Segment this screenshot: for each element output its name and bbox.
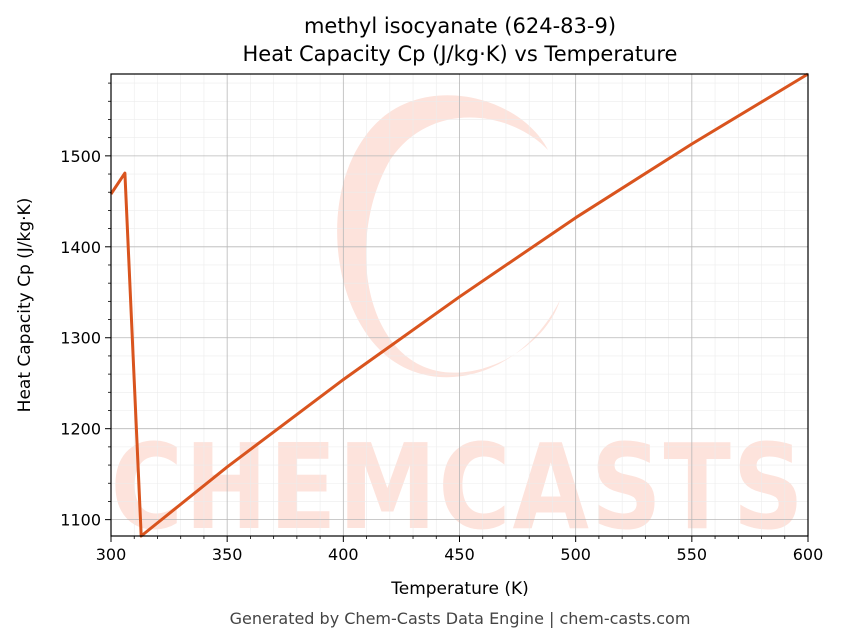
y-tick-label: 1300: [60, 329, 101, 348]
watermark-text: CHEMCASTS: [111, 418, 806, 556]
y-tick-label: 1500: [60, 147, 101, 166]
watermark: CHEMCASTS: [111, 95, 806, 556]
x-tick-label: 400: [328, 545, 359, 564]
x-tick-label: 450: [444, 545, 475, 564]
series-line: [109, 72, 809, 538]
chart-title-line2: Heat Capacity Cp (J/kg·K) vs Temperature: [243, 42, 678, 66]
x-axis: 300 350 400 450 500 550 600: [96, 536, 824, 564]
y-tick-label: 1200: [60, 420, 101, 439]
y-axis-label: Heat Capacity Cp (J/kg·K): [15, 198, 35, 413]
x-tick-label: 550: [677, 545, 708, 564]
x-tick-label: 600: [793, 545, 824, 564]
y-axis: 1100 1200 1300 1400 1500: [60, 82, 111, 530]
x-tick-label: 350: [212, 545, 243, 564]
y-tick-label: 1400: [60, 238, 101, 257]
x-tick-label: 300: [96, 545, 127, 564]
y-tick-label: 1100: [60, 511, 101, 530]
series-layer: [109, 72, 809, 538]
footer-credit: Generated by Chem-Casts Data Engine | ch…: [230, 609, 691, 628]
x-axis-label: Temperature (K): [390, 579, 529, 599]
x-tick-label: 500: [560, 545, 591, 564]
chart-title-line1: methyl isocyanate (624-83-9): [304, 14, 616, 38]
